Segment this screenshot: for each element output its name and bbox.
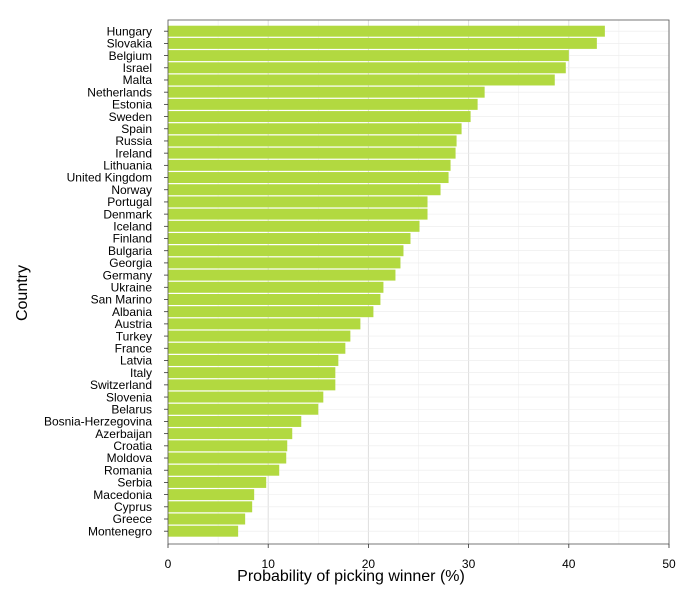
bar bbox=[168, 62, 566, 74]
bar bbox=[168, 123, 462, 135]
y-tick-label: Sweden bbox=[109, 110, 152, 124]
bar bbox=[168, 428, 293, 440]
bars-layer bbox=[168, 25, 605, 537]
bar bbox=[168, 86, 485, 98]
bar bbox=[168, 367, 336, 379]
y-tick-label: Finland bbox=[113, 232, 152, 246]
bar bbox=[168, 208, 428, 220]
y-tick-label: Belgium bbox=[109, 49, 152, 63]
y-tick-label: Slovenia bbox=[106, 390, 152, 404]
bar bbox=[168, 98, 478, 110]
y-tick-label: Italy bbox=[130, 366, 152, 380]
bar bbox=[168, 476, 267, 488]
y-tick-label: Ireland bbox=[115, 146, 152, 160]
y-tick-label: Iceland bbox=[113, 220, 152, 234]
y-tick-label: Norway bbox=[111, 183, 152, 197]
plot-frame bbox=[167, 19, 670, 545]
y-tick-label: Netherlands bbox=[87, 85, 152, 99]
y-tick-label: Albania bbox=[112, 305, 152, 319]
x-tick-label: 30 bbox=[462, 557, 476, 571]
bar bbox=[168, 306, 374, 318]
y-tick-label: Croatia bbox=[113, 439, 152, 453]
bar bbox=[168, 111, 471, 123]
bar bbox=[168, 37, 597, 49]
bar bbox=[168, 147, 456, 159]
bar bbox=[168, 233, 411, 245]
bar bbox=[168, 489, 255, 501]
y-axis-title: Country bbox=[14, 265, 31, 321]
y-tick-label: Moldova bbox=[107, 451, 153, 465]
bar bbox=[168, 196, 428, 208]
y-tick-label: United Kingdom bbox=[67, 171, 152, 185]
bar bbox=[168, 379, 336, 391]
y-tick-label: France bbox=[115, 341, 153, 355]
bar bbox=[168, 50, 569, 62]
y-tick-label: Macedonia bbox=[93, 488, 152, 502]
y-tick-label: Malta bbox=[123, 73, 153, 87]
y-tick-label: Latvia bbox=[120, 354, 152, 368]
y-tick-label: Hungary bbox=[107, 24, 152, 38]
bar bbox=[168, 159, 451, 171]
bar bbox=[168, 220, 420, 232]
y-tick-label: Austria bbox=[115, 317, 153, 331]
y-tick-label: Switzerland bbox=[90, 378, 152, 392]
x-tick-label: 40 bbox=[562, 557, 576, 571]
y-tick-label: Cyprus bbox=[114, 500, 152, 514]
bar bbox=[168, 403, 319, 415]
y-tick-label: Slovakia bbox=[107, 37, 153, 51]
y-tick-label: Azerbaijan bbox=[95, 427, 152, 441]
y-axis-ticks: HungarySlovakiaBelgiumIsraelMaltaNetherl… bbox=[44, 24, 168, 538]
bar bbox=[168, 257, 401, 269]
bar bbox=[168, 74, 555, 86]
bar bbox=[168, 464, 280, 476]
bar bbox=[168, 330, 351, 342]
bar bbox=[168, 513, 246, 525]
y-tick-label: Greece bbox=[113, 512, 153, 526]
y-tick-label: Spain bbox=[121, 122, 152, 136]
bar bbox=[168, 501, 253, 513]
bar bbox=[168, 452, 287, 464]
bar bbox=[168, 391, 324, 403]
y-tick-label: Israel bbox=[123, 61, 152, 75]
y-tick-label: Portugal bbox=[107, 195, 152, 209]
bar bbox=[168, 525, 239, 537]
x-tick-label: 20 bbox=[362, 557, 376, 571]
bar bbox=[168, 269, 396, 281]
bar bbox=[168, 354, 339, 366]
bar bbox=[168, 135, 457, 147]
y-tick-label: Estonia bbox=[112, 98, 152, 112]
y-tick-label: Georgia bbox=[109, 256, 152, 270]
bar bbox=[168, 415, 302, 427]
x-axis-title: Probability of picking winner (%) bbox=[237, 568, 465, 585]
bar bbox=[168, 281, 384, 293]
bar bbox=[168, 318, 361, 330]
bar bbox=[168, 294, 381, 305]
y-tick-label: Bosnia-Herzegovina bbox=[44, 415, 152, 429]
bar bbox=[168, 440, 288, 452]
x-tick-label: 10 bbox=[262, 557, 276, 571]
y-tick-label: Germany bbox=[103, 268, 152, 282]
x-tick-label: 50 bbox=[662, 557, 676, 571]
bar bbox=[168, 184, 441, 196]
bar bbox=[168, 25, 605, 37]
y-tick-label: Denmark bbox=[103, 207, 153, 221]
y-tick-label: Turkey bbox=[116, 329, 152, 343]
y-tick-label: Romania bbox=[104, 463, 152, 477]
y-tick-label: Belarus bbox=[111, 402, 152, 416]
y-tick-label: San Marino bbox=[91, 293, 153, 307]
bar bbox=[168, 172, 449, 184]
y-tick-label: Russia bbox=[115, 134, 152, 148]
x-tick-label: 0 bbox=[165, 557, 172, 571]
bar bbox=[168, 245, 404, 257]
y-tick-label: Montenegro bbox=[88, 524, 152, 538]
y-tick-label: Lithuania bbox=[103, 159, 152, 173]
x-axis-ticks: 0 10 20 30 40 50 bbox=[165, 544, 676, 571]
y-tick-label: Serbia bbox=[117, 476, 152, 490]
y-tick-label: Bulgaria bbox=[108, 244, 152, 258]
bar bbox=[168, 342, 346, 354]
y-tick-label: Ukraine bbox=[111, 280, 153, 294]
